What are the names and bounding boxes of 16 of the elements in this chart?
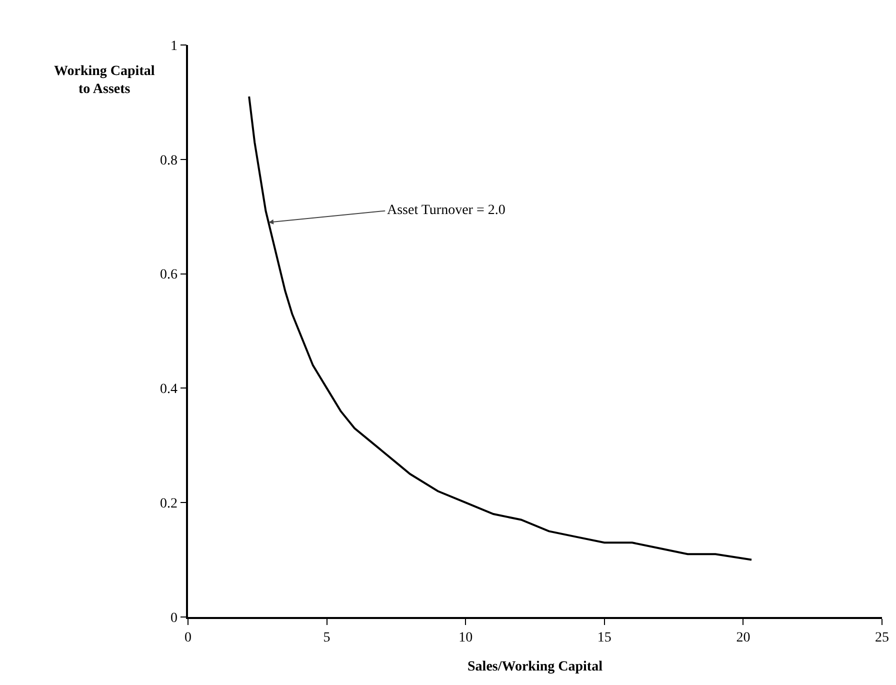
y-tick-label: 0 bbox=[170, 610, 178, 626]
annotation: Asset Turnover = 2.0 bbox=[387, 203, 506, 218]
y-tick-label: 0.4 bbox=[160, 382, 178, 398]
y-tick-label: 0.6 bbox=[160, 268, 178, 283]
y-tick-label: 1 bbox=[170, 38, 178, 54]
line-series bbox=[248, 95, 753, 561]
x-tick-label: 20 bbox=[736, 630, 750, 646]
y-tick-label: 0.8 bbox=[160, 153, 178, 168]
x-tick-label: 5 bbox=[323, 630, 330, 646]
y-axis-title: Working Capital to Assets bbox=[54, 64, 155, 98]
x-tick-label: 25 bbox=[875, 630, 889, 646]
x-tick-label: 0 bbox=[184, 630, 192, 646]
x-axis-title: Sales/Working Capital bbox=[468, 659, 603, 674]
x-tick-label: 10 bbox=[458, 630, 473, 646]
y-tick-label: 0.2 bbox=[160, 496, 178, 512]
x-tick-label: 15 bbox=[597, 630, 612, 646]
